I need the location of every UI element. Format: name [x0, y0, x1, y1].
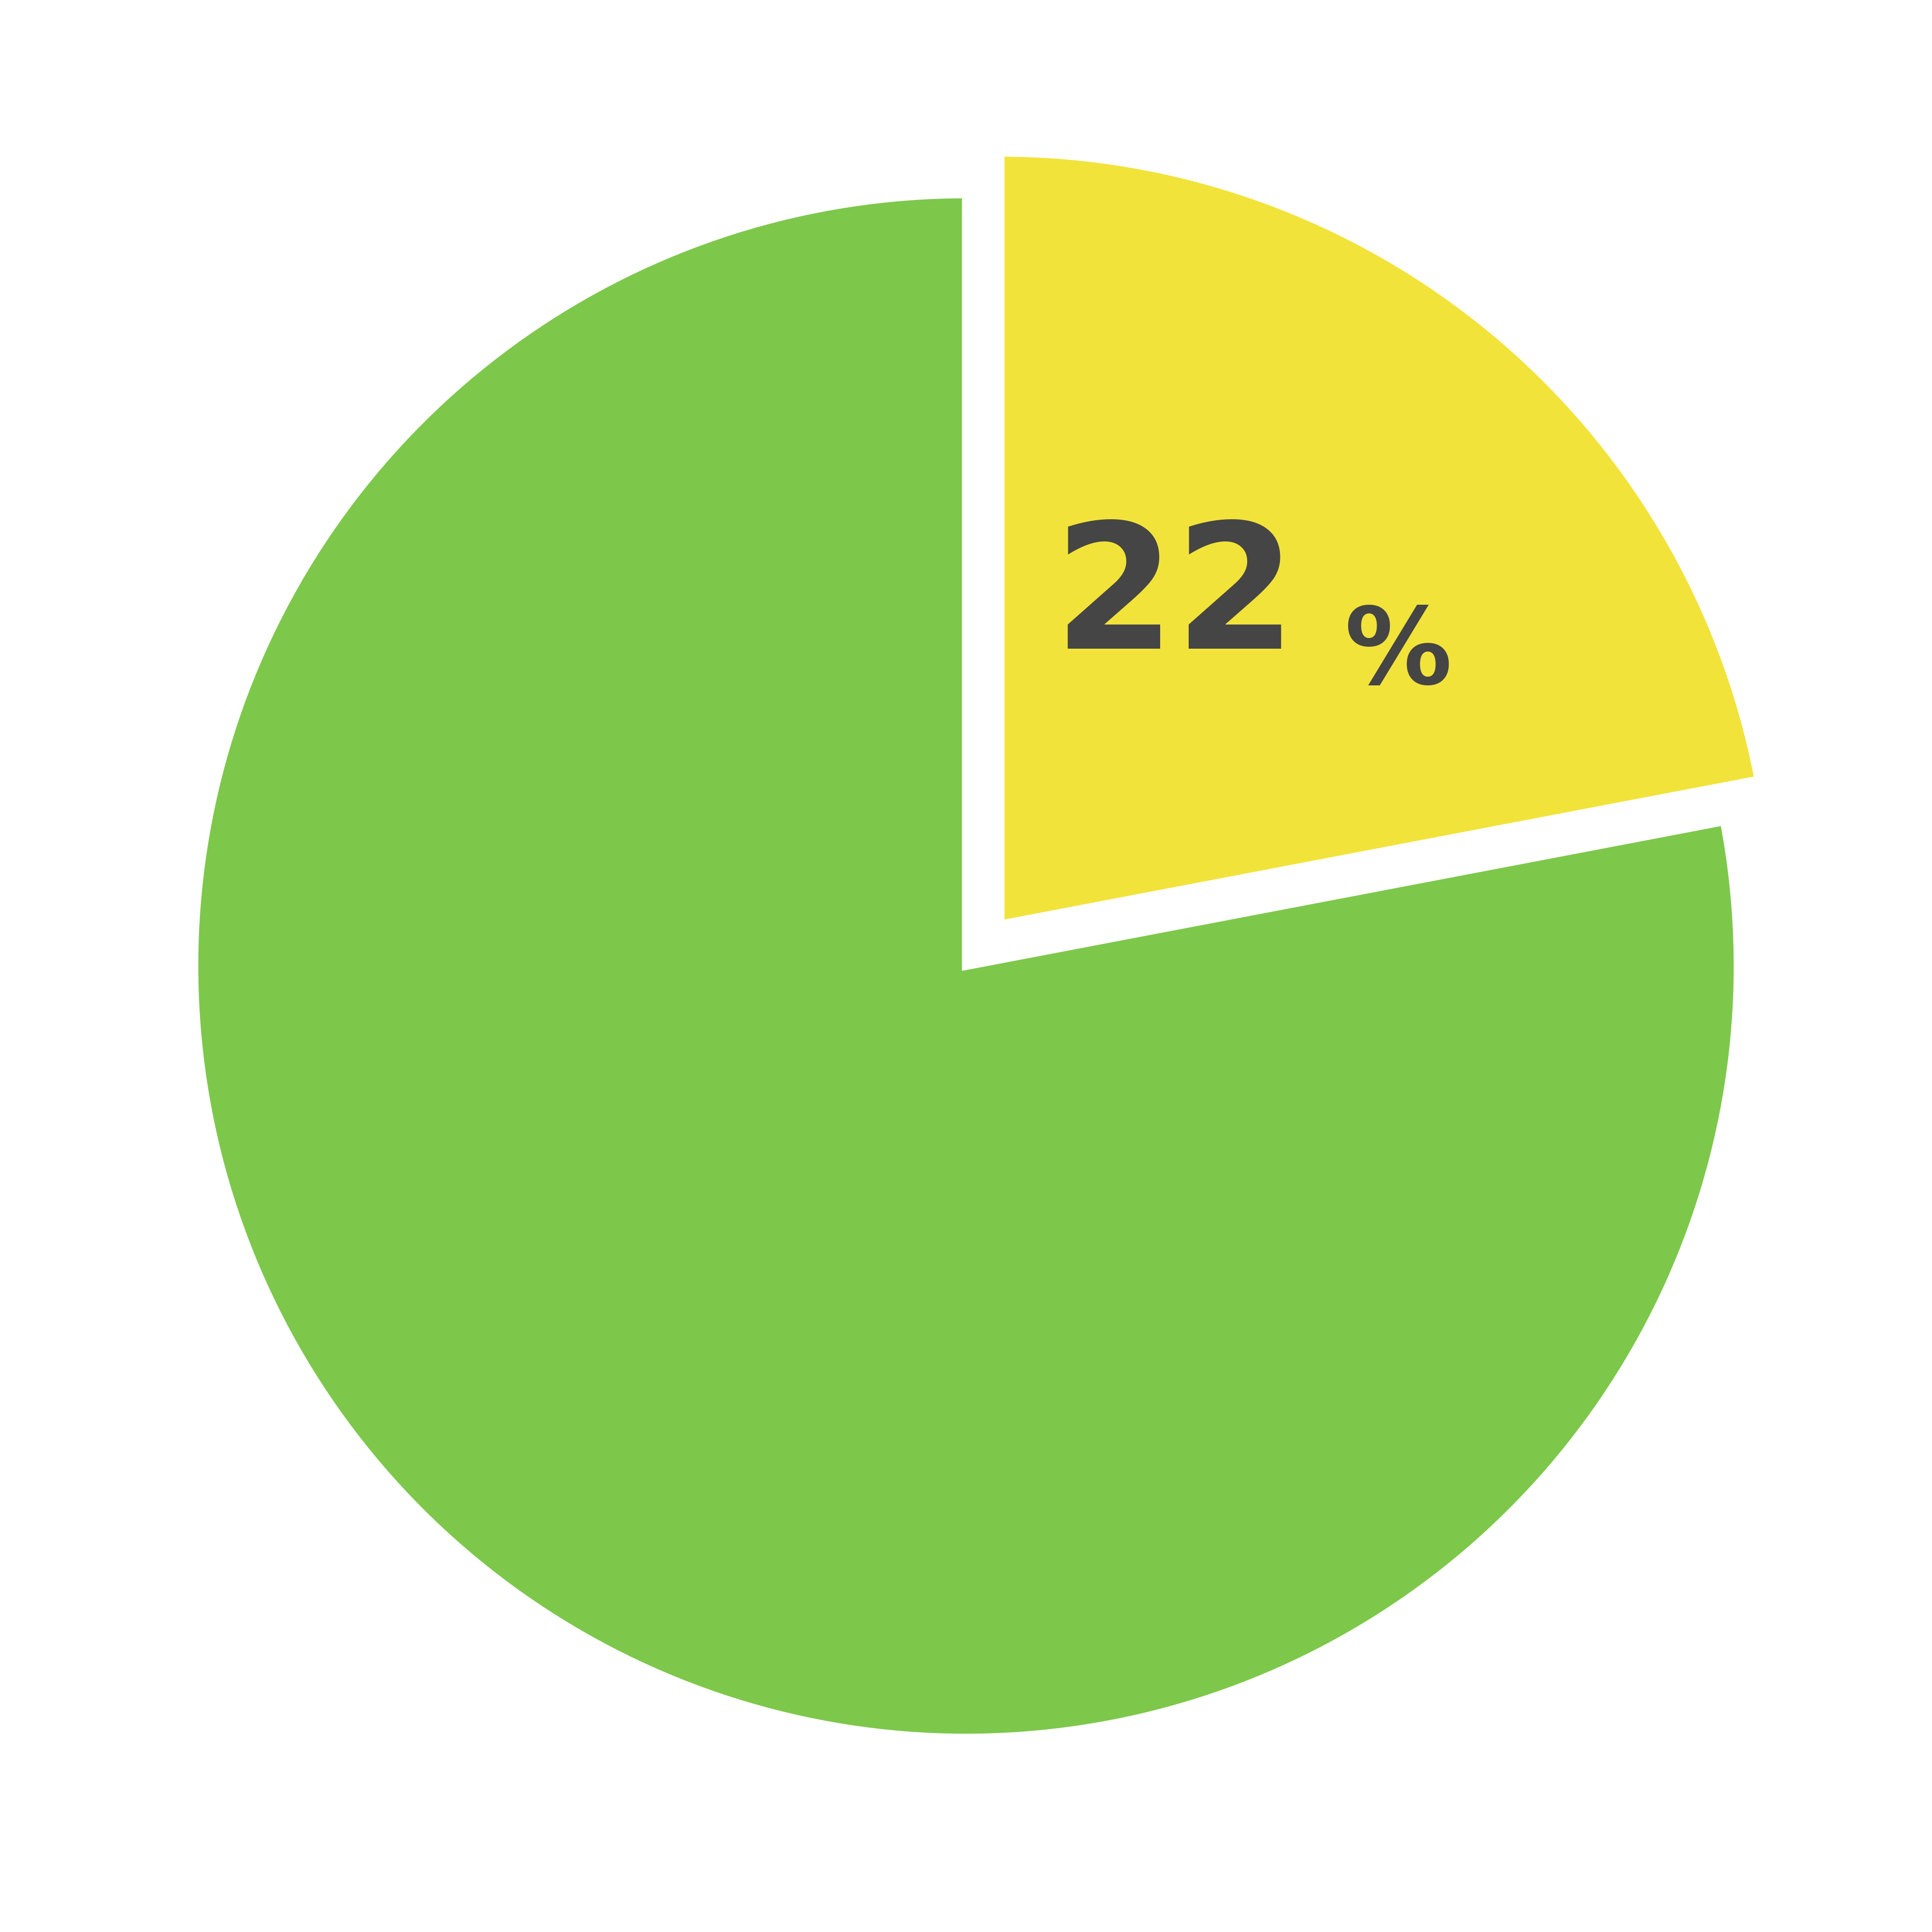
Text: %: % [1345, 603, 1453, 705]
Wedge shape [1001, 153, 1758, 923]
Text: 22: 22 [1053, 516, 1296, 684]
Wedge shape [195, 195, 1737, 1737]
